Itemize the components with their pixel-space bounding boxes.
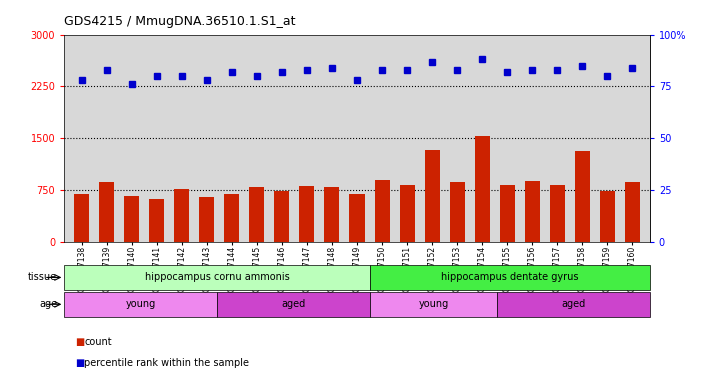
Text: age: age (39, 299, 57, 310)
Bar (370, 292, 497, 317)
Bar (400, 185, 415, 242)
Bar (174, 189, 189, 242)
Bar (375, 180, 390, 242)
Text: young: young (126, 299, 156, 310)
Bar (124, 195, 139, 242)
Bar (299, 186, 314, 242)
Bar (600, 192, 615, 242)
Bar (370, 265, 650, 290)
Text: GDS4215 / MmugDNA.36510.1.S1_at: GDS4215 / MmugDNA.36510.1.S1_at (64, 15, 296, 28)
Bar (224, 194, 239, 242)
Text: hippocampus dentate gyrus: hippocampus dentate gyrus (441, 272, 578, 283)
Text: tissue: tissue (28, 272, 57, 283)
Text: hippocampus cornu ammonis: hippocampus cornu ammonis (145, 272, 289, 283)
Text: aged: aged (281, 299, 306, 310)
Bar (349, 194, 365, 242)
Bar (64, 265, 370, 290)
Bar (500, 185, 515, 242)
Bar (497, 292, 650, 317)
Bar (475, 136, 490, 242)
Bar (274, 192, 289, 242)
Text: aged: aged (561, 299, 585, 310)
Bar (149, 199, 164, 242)
Text: count: count (84, 337, 112, 347)
Bar (99, 182, 114, 242)
Text: percentile rank within the sample: percentile rank within the sample (84, 358, 249, 368)
Bar (199, 197, 214, 242)
Bar (74, 194, 89, 242)
Bar (550, 185, 565, 242)
Bar (64, 292, 217, 317)
Bar (249, 187, 264, 242)
Bar (425, 150, 440, 242)
Bar (625, 182, 640, 242)
Bar (450, 182, 465, 242)
Bar (525, 181, 540, 242)
Bar (324, 187, 339, 242)
Text: ■: ■ (75, 337, 84, 347)
Text: ■: ■ (75, 358, 84, 368)
Bar (575, 151, 590, 242)
Bar (217, 292, 370, 317)
Text: young: young (418, 299, 448, 310)
